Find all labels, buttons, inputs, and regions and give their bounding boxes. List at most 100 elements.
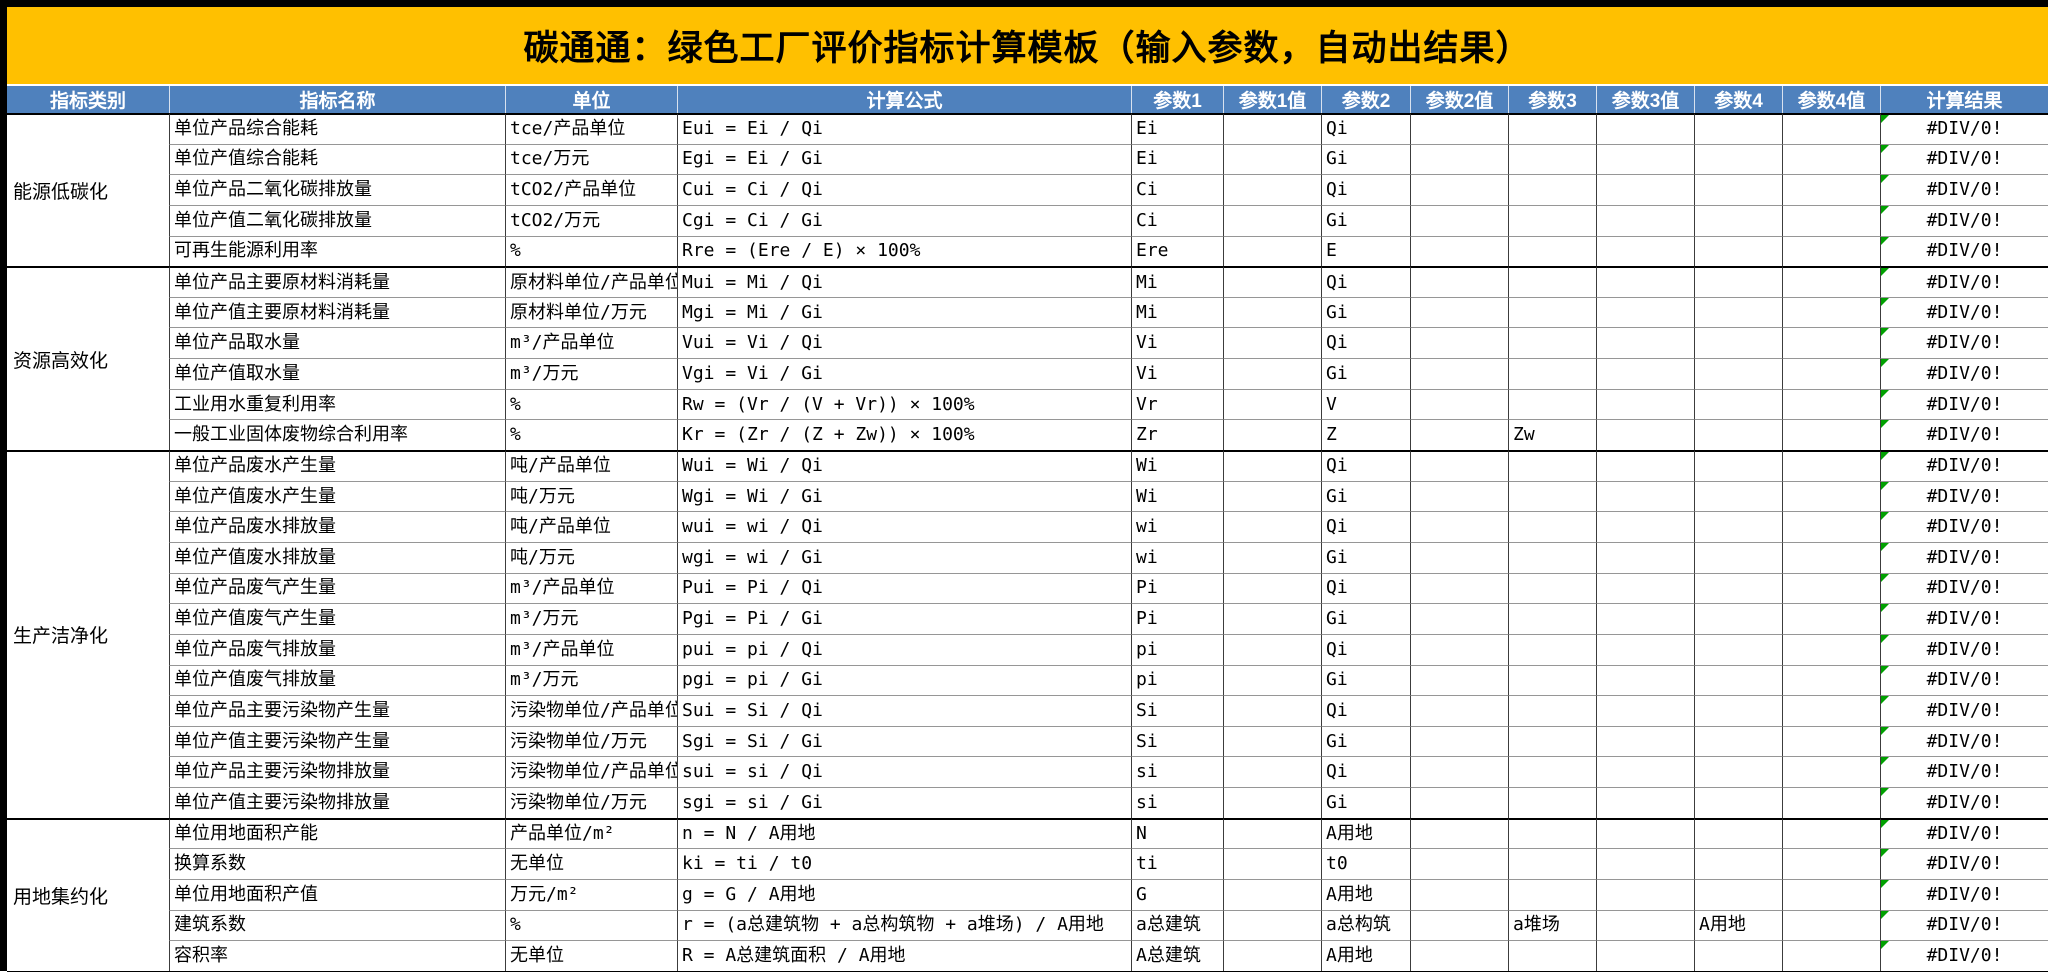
param3-value-cell[interactable] <box>1596 909 1694 941</box>
param1-value-cell[interactable] <box>1223 664 1321 696</box>
param3-value-cell[interactable] <box>1596 879 1694 910</box>
param4-value-cell[interactable] <box>1782 572 1880 604</box>
param4-value-cell[interactable] <box>1782 327 1880 359</box>
param1-value-cell[interactable] <box>1223 480 1321 512</box>
param2-value-cell[interactable] <box>1410 664 1508 696</box>
param3-value-cell[interactable] <box>1596 633 1694 665</box>
param1-value-cell[interactable] <box>1223 603 1321 634</box>
param4-value-cell[interactable] <box>1782 541 1880 573</box>
param3-value-cell[interactable] <box>1596 603 1694 634</box>
param2-value-cell[interactable] <box>1410 603 1508 634</box>
param4-value-cell[interactable] <box>1782 633 1880 665</box>
param4-value-cell[interactable] <box>1782 787 1880 818</box>
param2-value-cell[interactable] <box>1410 419 1508 451</box>
param1-value-cell[interactable] <box>1223 879 1321 910</box>
param1-value-cell[interactable] <box>1223 695 1321 726</box>
param4-value-cell[interactable] <box>1782 480 1880 512</box>
param4-value-cell[interactable] <box>1782 756 1880 788</box>
param1-value-cell[interactable] <box>1223 633 1321 665</box>
param4-value-cell[interactable] <box>1782 695 1880 726</box>
param1-value-cell[interactable] <box>1223 204 1321 236</box>
param1-value-cell[interactable] <box>1223 787 1321 818</box>
param3-value-cell[interactable] <box>1596 327 1694 359</box>
param4-value-cell[interactable] <box>1782 603 1880 634</box>
param2-value-cell[interactable] <box>1410 695 1508 726</box>
param3-value-cell[interactable] <box>1596 174 1694 205</box>
param3-value-cell[interactable] <box>1596 480 1694 512</box>
param4-value-cell[interactable] <box>1782 817 1880 849</box>
param1-value-cell[interactable] <box>1223 848 1321 880</box>
param1-value-cell[interactable] <box>1223 174 1321 205</box>
param4-value-cell[interactable] <box>1782 664 1880 696</box>
param1-value-cell[interactable] <box>1223 143 1321 175</box>
param3-value-cell[interactable] <box>1596 235 1694 267</box>
param4-value-cell[interactable] <box>1782 388 1880 420</box>
param1-value-cell[interactable] <box>1223 235 1321 267</box>
param2-value-cell[interactable] <box>1410 572 1508 604</box>
param2-value-cell[interactable] <box>1410 848 1508 880</box>
param1-value-cell[interactable] <box>1223 450 1321 481</box>
param1-value-cell[interactable] <box>1223 388 1321 420</box>
param2-value-cell[interactable] <box>1410 787 1508 818</box>
param1-value-cell[interactable] <box>1223 725 1321 757</box>
param2-value-cell[interactable] <box>1410 174 1508 205</box>
param3-value-cell[interactable] <box>1596 511 1694 542</box>
param3-value-cell[interactable] <box>1596 695 1694 726</box>
param4-value-cell[interactable] <box>1782 174 1880 205</box>
param2-value-cell[interactable] <box>1410 756 1508 788</box>
param1-value-cell[interactable] <box>1223 572 1321 604</box>
param1-value-cell[interactable] <box>1223 541 1321 573</box>
param3-value-cell[interactable] <box>1596 419 1694 451</box>
param2-value-cell[interactable] <box>1410 235 1508 267</box>
param2-value-cell[interactable] <box>1410 266 1508 297</box>
param3-value-cell[interactable] <box>1596 541 1694 573</box>
param1-value-cell[interactable] <box>1223 266 1321 297</box>
param4-value-cell[interactable] <box>1782 940 1880 971</box>
param4-value-cell[interactable] <box>1782 266 1880 297</box>
param2-value-cell[interactable] <box>1410 511 1508 542</box>
param4-value-cell[interactable] <box>1782 296 1880 328</box>
param2-value-cell[interactable] <box>1410 725 1508 757</box>
param4-value-cell[interactable] <box>1782 725 1880 757</box>
param2-value-cell[interactable] <box>1410 940 1508 971</box>
param3-value-cell[interactable] <box>1596 817 1694 849</box>
param3-value-cell[interactable] <box>1596 725 1694 757</box>
param4-value-cell[interactable] <box>1782 113 1880 144</box>
param2-value-cell[interactable] <box>1410 450 1508 481</box>
param3-value-cell[interactable] <box>1596 848 1694 880</box>
param1-value-cell[interactable] <box>1223 940 1321 971</box>
param2-value-cell[interactable] <box>1410 296 1508 328</box>
param2-value-cell[interactable] <box>1410 113 1508 144</box>
param3-value-cell[interactable] <box>1596 664 1694 696</box>
param2-value-cell[interactable] <box>1410 480 1508 512</box>
param1-value-cell[interactable] <box>1223 358 1321 389</box>
param4-value-cell[interactable] <box>1782 419 1880 451</box>
param2-value-cell[interactable] <box>1410 204 1508 236</box>
param4-value-cell[interactable] <box>1782 511 1880 542</box>
param2-value-cell[interactable] <box>1410 358 1508 389</box>
param3-value-cell[interactable] <box>1596 113 1694 144</box>
param2-value-cell[interactable] <box>1410 143 1508 175</box>
param3-value-cell[interactable] <box>1596 787 1694 818</box>
param1-value-cell[interactable] <box>1223 909 1321 941</box>
param1-value-cell[interactable] <box>1223 511 1321 542</box>
param3-value-cell[interactable] <box>1596 756 1694 788</box>
param1-value-cell[interactable] <box>1223 817 1321 849</box>
param4-value-cell[interactable] <box>1782 909 1880 941</box>
param4-value-cell[interactable] <box>1782 204 1880 236</box>
param3-value-cell[interactable] <box>1596 296 1694 328</box>
param2-value-cell[interactable] <box>1410 633 1508 665</box>
param2-value-cell[interactable] <box>1410 541 1508 573</box>
param3-value-cell[interactable] <box>1596 940 1694 971</box>
param3-value-cell[interactable] <box>1596 204 1694 236</box>
param4-value-cell[interactable] <box>1782 235 1880 267</box>
param2-value-cell[interactable] <box>1410 909 1508 941</box>
param3-value-cell[interactable] <box>1596 266 1694 297</box>
param4-value-cell[interactable] <box>1782 450 1880 481</box>
param3-value-cell[interactable] <box>1596 143 1694 175</box>
param3-value-cell[interactable] <box>1596 388 1694 420</box>
param1-value-cell[interactable] <box>1223 296 1321 328</box>
param1-value-cell[interactable] <box>1223 327 1321 359</box>
param1-value-cell[interactable] <box>1223 113 1321 144</box>
param4-value-cell[interactable] <box>1782 143 1880 175</box>
